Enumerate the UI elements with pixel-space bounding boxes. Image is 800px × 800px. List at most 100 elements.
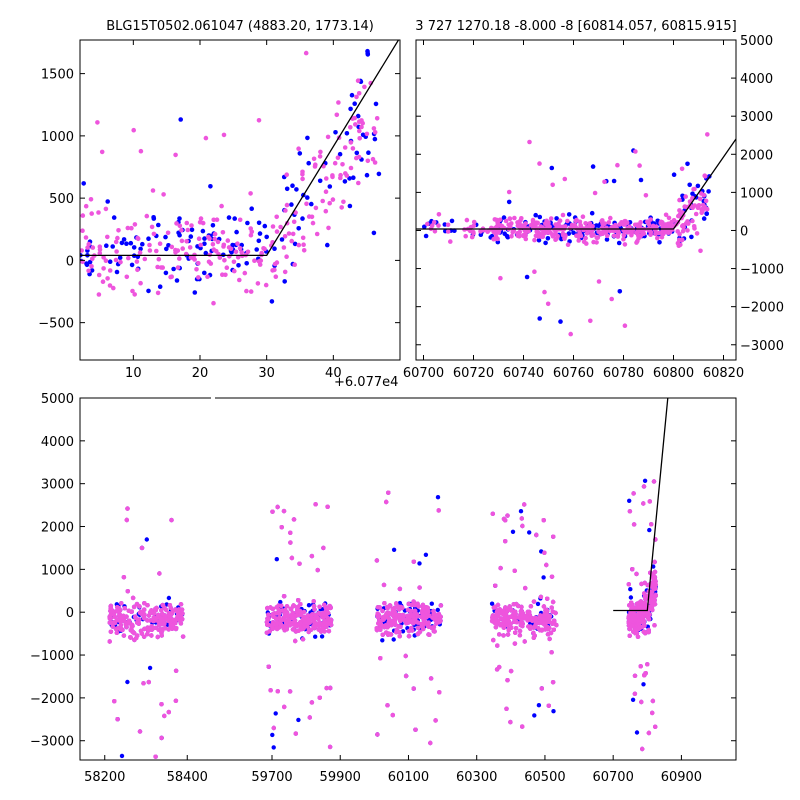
- panel-a-point: [124, 241, 129, 246]
- panel-b-point: [432, 229, 438, 234]
- panel-a-point: [80, 213, 86, 218]
- panel-c-point: [408, 628, 413, 633]
- panel-b-point: [599, 218, 604, 224]
- panel-b-point: [698, 248, 703, 254]
- panel-b-ytick-label: 5000: [740, 34, 773, 49]
- panel-a-point: [284, 172, 290, 177]
- panel-a-point: [372, 130, 378, 135]
- panel-c-point: [380, 608, 385, 614]
- panel-a-point: [107, 259, 113, 265]
- panel-a-point: [242, 270, 248, 276]
- panel-b-point: [537, 214, 543, 220]
- panel-a-point: [99, 149, 105, 155]
- panel-b-point: [616, 230, 622, 235]
- panel-a-point: [311, 156, 317, 162]
- panel-c-point: [518, 509, 524, 514]
- panel-a-point: [272, 267, 277, 273]
- panel-b-ytick-label: 2000: [740, 148, 773, 163]
- panel-b-point: [637, 163, 642, 168]
- panel-a-point: [374, 116, 380, 121]
- panel-a-point: [224, 265, 230, 271]
- panel-c-point: [514, 620, 519, 625]
- panel-a-point: [154, 248, 159, 254]
- panel-a-point: [300, 169, 305, 175]
- panel-c-point: [650, 710, 655, 716]
- panel-a-point: [217, 255, 223, 260]
- panel-a-point: [125, 225, 131, 231]
- panel-a-point: [146, 288, 151, 294]
- panel-c-point: [385, 703, 390, 708]
- panel-a-point: [231, 259, 237, 265]
- panel-c-point: [634, 601, 640, 606]
- panel-b-point: [510, 230, 515, 235]
- panel-a-point: [188, 234, 194, 239]
- panel-b-point: [668, 223, 674, 229]
- panel-a-point: [169, 274, 174, 280]
- panel-c-point: [375, 605, 381, 610]
- panel-c-point: [549, 605, 554, 610]
- panel-a-point: [89, 268, 95, 273]
- panel-a-point: [184, 239, 189, 244]
- panel-c-point: [325, 606, 330, 612]
- panel-b-point: [533, 212, 538, 218]
- panel-a-point: [306, 160, 312, 166]
- panel-c-point: [503, 539, 508, 544]
- panel-a-point: [352, 115, 358, 121]
- panel-a-point: [325, 242, 330, 248]
- panel-a-point: [343, 171, 348, 176]
- panel-b-point: [521, 224, 527, 230]
- panel-c-point: [166, 627, 171, 632]
- panel-b-point: [611, 178, 617, 184]
- panel-c-point: [119, 753, 125, 759]
- panel-b-point: [694, 231, 700, 236]
- x-offset-label: +6.077e4: [334, 375, 398, 390]
- panel-a-point: [115, 235, 120, 241]
- panel-b-point: [506, 189, 512, 195]
- panel-a-point: [114, 269, 120, 275]
- panel-a-point: [364, 131, 370, 137]
- panel-c-point: [300, 637, 306, 642]
- panel-c-point: [647, 527, 652, 533]
- panel-b-point: [671, 172, 677, 177]
- panel-a-point: [80, 248, 84, 253]
- panel-a-point: [289, 202, 294, 207]
- panel-a-point: [357, 136, 363, 141]
- panel-a-point: [282, 279, 288, 284]
- panel-b-point: [588, 318, 593, 324]
- panel-c-point: [380, 632, 385, 637]
- panel-c-point: [271, 725, 276, 731]
- panel-b-point: [558, 319, 563, 324]
- panel-c-point: [306, 603, 312, 608]
- panel-b-point: [645, 219, 650, 224]
- panel-a-point: [230, 242, 235, 248]
- panel-b-point: [690, 205, 695, 211]
- panel-a-point: [326, 225, 331, 231]
- panel-a-point: [97, 250, 103, 256]
- panel-b-xtick-label: 60820: [703, 366, 744, 381]
- panel-c-point: [284, 620, 289, 626]
- panel-c-point: [628, 595, 634, 600]
- panel-a-point: [348, 140, 354, 145]
- panel-a-point: [177, 216, 182, 221]
- panel-c-point: [110, 624, 115, 629]
- panel-b-point: [592, 190, 598, 196]
- panel-a-point: [272, 246, 277, 251]
- panel-c-point: [632, 691, 638, 696]
- panel-c-point: [628, 587, 633, 592]
- panel-a-point: [355, 78, 361, 83]
- panel-c-point: [547, 636, 552, 642]
- panel-b-point: [596, 279, 602, 284]
- panel-a-point: [330, 173, 335, 178]
- panel-c-point: [635, 634, 641, 639]
- panel-b-point: [545, 236, 551, 241]
- panel-b-point: [503, 218, 509, 224]
- panel-c-point: [386, 631, 391, 636]
- panel-a-point: [233, 249, 239, 255]
- panel-a-point: [128, 240, 134, 246]
- panel-c-point: [400, 629, 406, 634]
- panel-a-point: [131, 127, 136, 133]
- panel-a-point: [132, 222, 138, 227]
- panel-b-point: [671, 218, 677, 223]
- panel-a-point: [245, 220, 250, 226]
- panel-b-point: [604, 237, 610, 242]
